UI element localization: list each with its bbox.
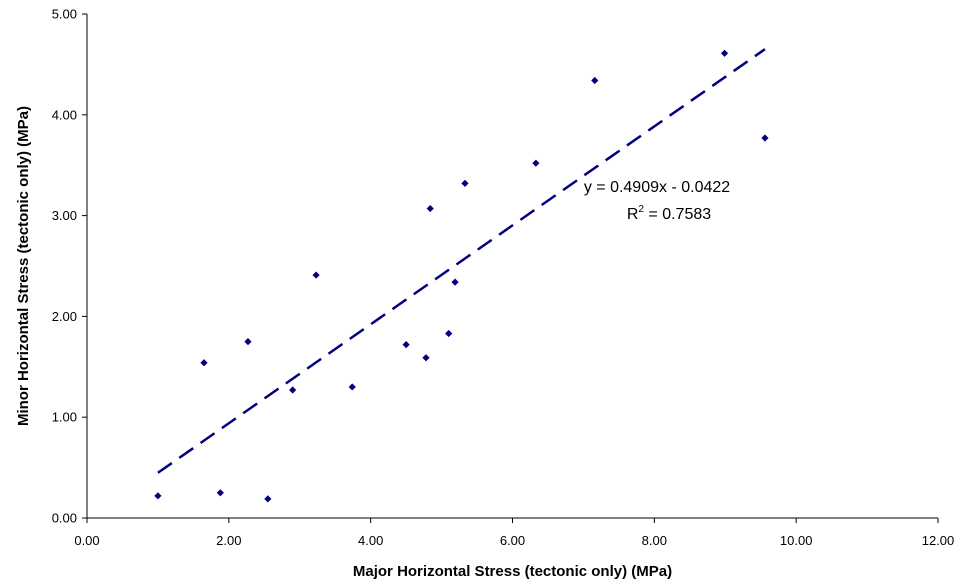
- r-squared-label: R2 = 0.7583: [627, 204, 711, 223]
- data-point: [264, 495, 272, 503]
- trendline-equation: y = 0.4909x - 0.0422: [584, 179, 730, 196]
- data-point: [244, 338, 252, 346]
- data-point: [426, 204, 434, 213]
- x-axis-title: Major Horizontal Stress (tectonic only) …: [353, 563, 672, 580]
- x-tick-label: 6.00: [500, 533, 525, 548]
- y-tick-label: 2.00: [52, 309, 77, 324]
- data-point: [216, 489, 224, 497]
- data-point: [289, 386, 297, 394]
- x-tick-label: 0.00: [74, 533, 99, 548]
- x-tick-label: 8.00: [642, 533, 667, 548]
- data-point: [445, 329, 453, 338]
- x-tick-label: 2.00: [216, 533, 241, 548]
- data-point: [154, 492, 162, 500]
- data-point: [451, 278, 459, 286]
- y-axis-title: Minor Horizontal Stress (tectonic only) …: [15, 106, 32, 426]
- trendline: [157, 48, 766, 474]
- r-squared-value: = 0.7583: [644, 206, 711, 223]
- data-point: [591, 76, 599, 85]
- data-point: [761, 134, 769, 142]
- x-tick-label: 10.00: [780, 533, 813, 548]
- r-squared-superscript: 2: [638, 204, 644, 215]
- y-axis-ticks: 0.00 1.00 2.00 3.00 4.00 5.00: [52, 7, 87, 526]
- r-squared-prefix: R: [627, 206, 639, 223]
- y-tick-label: 4.00: [52, 107, 77, 122]
- x-tick-label: 12.00: [922, 533, 955, 548]
- data-point: [461, 179, 469, 187]
- y-tick-label: 1.00: [52, 410, 77, 425]
- y-tick-label: 0.00: [52, 511, 77, 526]
- x-tick-label: 4.00: [358, 533, 383, 548]
- trendline-group: [157, 48, 766, 474]
- data-point: [720, 49, 729, 57]
- data-point: [532, 159, 540, 167]
- x-axis-ticks: 0.00 2.00 4.00 6.00 8.00 10.00 12.00: [74, 518, 954, 548]
- y-tick-label: 3.00: [52, 208, 77, 223]
- data-points: [154, 49, 769, 503]
- data-point: [312, 271, 320, 279]
- data-point: [200, 359, 208, 367]
- data-point: [348, 383, 356, 391]
- data-point: [402, 341, 410, 349]
- y-tick-label: 5.00: [52, 7, 77, 22]
- data-point: [422, 354, 430, 362]
